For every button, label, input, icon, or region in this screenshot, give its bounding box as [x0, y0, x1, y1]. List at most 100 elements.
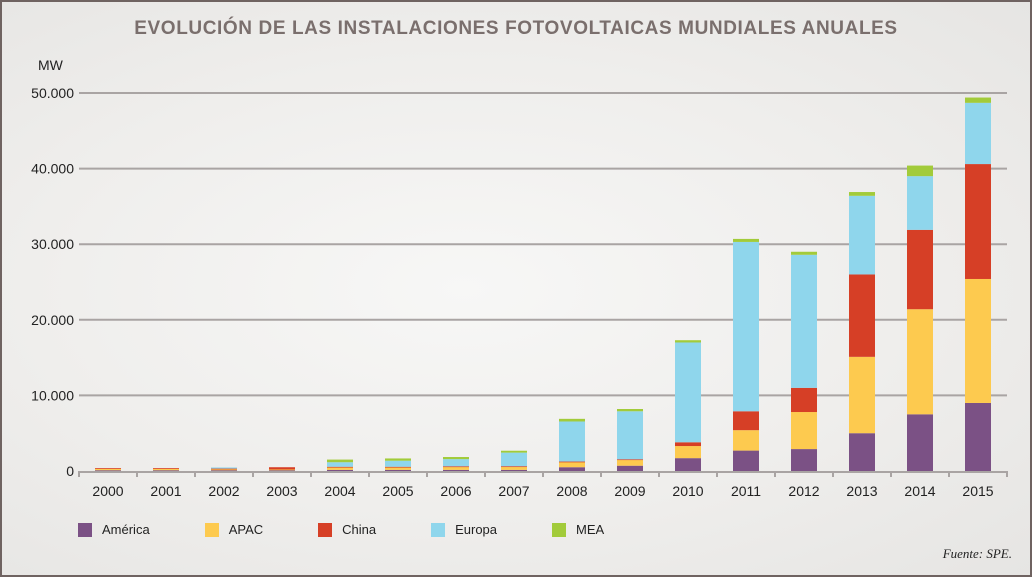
y-tick-label: 50.000	[31, 85, 74, 101]
bar-segment-mea-2009	[617, 409, 643, 412]
bar-segment-apac-2000	[95, 468, 121, 471]
bar-segment-china-2010	[675, 442, 701, 447]
bar-segment-apac-2015	[965, 278, 991, 403]
bar-segment-amrica-2005	[385, 469, 411, 471]
x-tick-label: 2007	[498, 483, 529, 499]
y-tick-label: 10.000	[31, 387, 74, 403]
x-tick-label: 2006	[440, 483, 471, 499]
legend-label: MEA	[576, 522, 605, 537]
bar-segment-apac-2008	[559, 461, 585, 468]
y-tick-label: 30.000	[31, 236, 74, 252]
bar-segment-amrica-2008	[559, 467, 585, 471]
bar-segment-apac-2009	[617, 459, 643, 466]
x-tick-label: 2012	[788, 483, 819, 499]
bar-segment-europa-2015	[965, 102, 991, 165]
bar-segment-europa-2013	[849, 195, 875, 275]
x-tick-label: 2005	[382, 483, 413, 499]
y-tick-label: 40.000	[31, 161, 74, 177]
bar-segment-europa-2014	[907, 176, 933, 230]
bar-segment-apac-2004	[327, 466, 353, 470]
legend: América APAC China Europa MEA	[78, 522, 659, 537]
bar-segment-china-2006	[443, 466, 469, 468]
bar-segment-apac-2001	[153, 468, 179, 471]
bar-segment-mea-2008	[559, 418, 585, 422]
x-tick-label: 2011	[731, 483, 761, 499]
legend-swatch	[431, 522, 446, 537]
stacked-bar-chart: 0 10.000 20.000 30.000 40.000 50.000 2000 2001 2…	[31, 85, 1008, 499]
x-tick-label: 2001	[150, 483, 181, 499]
bar-segment-europa-2005	[385, 460, 411, 467]
bar-segment-amrica-2015	[965, 402, 991, 471]
legend-item: APAC	[204, 522, 264, 537]
x-tick-label: 2015	[962, 483, 993, 499]
bar-segment-china-2011	[733, 411, 759, 431]
legend-label: Europa	[455, 522, 498, 537]
bar-segment-china-2002	[211, 468, 237, 470]
bar-segment-apac-2012	[791, 412, 817, 450]
bar-segment-apac-2010	[675, 446, 701, 459]
bar-segment-apac-2003	[269, 469, 295, 471]
y-tick-label: 20.000	[31, 312, 74, 328]
bar-segment-china-2003	[269, 467, 295, 470]
bar-segment-apac-2011	[733, 430, 759, 451]
bar-segment-china-2005	[385, 466, 411, 468]
bar-segment-apac-2007	[501, 466, 527, 470]
bar-segment-china-2009	[617, 459, 643, 461]
x-tick-label: 2003	[266, 483, 297, 499]
bar-segment-mea-2011	[733, 238, 759, 242]
legend-swatch	[78, 522, 92, 537]
legend-label: APAC	[228, 522, 264, 537]
bar-segment-amrica-2001	[153, 470, 179, 472]
bar-segment-amrica-2011	[733, 450, 759, 471]
bar-segment-mea-2012	[791, 251, 817, 255]
x-tick-label: 2014	[904, 483, 935, 499]
bar-segment-amrica-2006	[443, 469, 469, 471]
bar-segment-europa-2011	[733, 241, 759, 412]
y-tick-label: 0	[66, 463, 74, 479]
bar-segment-europa-2010	[675, 342, 701, 443]
legend-label: América	[102, 522, 150, 537]
bar-segment-mea-2007	[501, 450, 527, 453]
y-axis-label: MW	[38, 57, 63, 73]
x-tick-label: 2004	[324, 483, 355, 499]
legend-item: China	[318, 522, 376, 537]
bar-segment-europa-2008	[559, 421, 585, 462]
bar-segment-europa-2009	[617, 411, 643, 460]
chart-title: EVOLUCIÓN DE LAS INSTALACIONES FOTOVOLTA…	[134, 18, 898, 39]
bar-segment-china-2007	[501, 466, 527, 468]
bar-segment-amrica-2009	[617, 465, 643, 471]
bar-segment-amrica-2007	[501, 469, 527, 471]
bar-segment-amrica-2010	[675, 458, 701, 471]
source-note: Fuente: SPE.	[942, 546, 1012, 561]
bar-segment-amrica-2002	[211, 470, 237, 472]
legend-item: América	[78, 522, 150, 537]
bar-segment-amrica-2000	[95, 470, 121, 472]
bar-segment-china-2000	[95, 468, 121, 470]
bar-segment-mea-2004	[327, 459, 353, 463]
legend-label: China	[342, 522, 377, 537]
bar-segment-amrica-2013	[849, 433, 875, 471]
legend-swatch	[204, 522, 219, 537]
bar-segment-apac-2002	[211, 468, 237, 471]
bar-segment-mea-2005	[385, 458, 411, 461]
bar-segment-amrica-2004	[327, 469, 353, 471]
bar-segment-amrica-2012	[791, 449, 817, 471]
x-tick-label: 2000	[92, 483, 123, 499]
x-tick-label: 2008	[556, 483, 587, 499]
bar-segment-china-2001	[153, 468, 179, 470]
bar-segment-mea-2006	[443, 457, 469, 460]
bar-segment-mea-2015	[965, 97, 991, 103]
bar-segment-mea-2013	[849, 192, 875, 196]
bar-segment-mea-2014	[907, 165, 933, 177]
x-tick-label: 2010	[672, 483, 703, 499]
bar-segment-europa-2002	[211, 467, 237, 469]
x-tick-label: 2002	[208, 483, 239, 499]
legend-item: Europa	[431, 522, 497, 537]
legend-item: MEA	[552, 522, 604, 537]
bar-segment-apac-2006	[443, 466, 469, 470]
bar-segment-apac-2014	[907, 309, 933, 415]
bar-segment-europa-2006	[443, 459, 469, 467]
bar-segment-china-2012	[791, 387, 817, 413]
bar-segment-apac-2013	[849, 356, 875, 434]
